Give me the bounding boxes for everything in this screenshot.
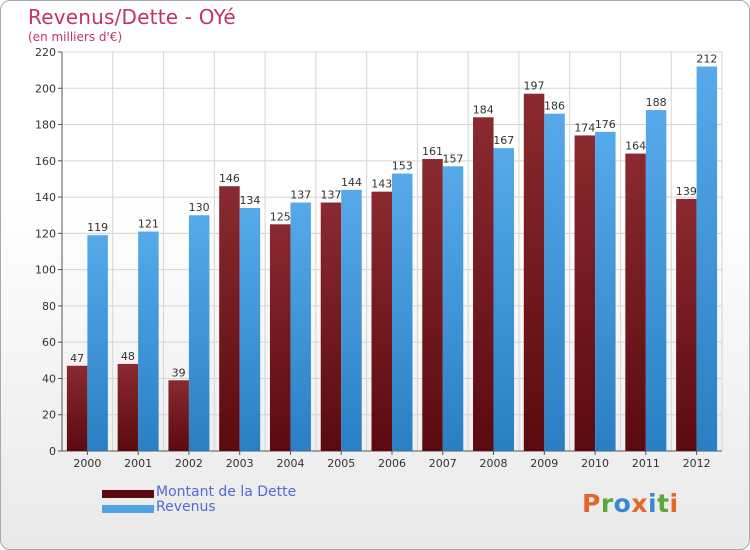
- legend-swatch-revenus: [102, 505, 154, 513]
- x-tick-label: 2012: [683, 457, 711, 470]
- x-tick-label: 2011: [632, 457, 660, 470]
- logo-letter: x: [631, 489, 648, 518]
- value-label: 174: [574, 121, 595, 134]
- y-tick-label: 100: [35, 264, 56, 277]
- value-label: 119: [87, 221, 108, 234]
- value-label: 144: [341, 176, 362, 189]
- chart-subtitle: (en milliers d'€): [28, 30, 123, 44]
- y-tick-label: 60: [42, 336, 56, 349]
- value-label: 197: [524, 80, 545, 93]
- value-label: 121: [138, 218, 159, 231]
- bar-revenus: [138, 231, 159, 451]
- value-label: 176: [595, 118, 616, 131]
- value-label: 137: [290, 189, 311, 202]
- bar-dette: [269, 224, 291, 451]
- logo-letter: t: [657, 489, 670, 518]
- logo-letter: i: [669, 489, 679, 518]
- value-label: 139: [676, 185, 697, 198]
- x-tick-label: 2006: [378, 457, 406, 470]
- bar-revenus: [239, 207, 261, 451]
- bar-dette: [574, 135, 596, 451]
- value-label: 125: [270, 210, 291, 223]
- x-tick-label: 2005: [327, 457, 355, 470]
- y-tick-label: 200: [35, 82, 56, 95]
- value-label: 167: [493, 134, 514, 147]
- x-tick-label: 2007: [429, 457, 457, 470]
- value-label: 146: [219, 172, 240, 185]
- y-tick-label: 160: [35, 155, 56, 168]
- y-tick-label: 140: [35, 191, 56, 204]
- value-label: 134: [239, 194, 260, 207]
- y-tick-label: 20: [42, 409, 56, 422]
- bar-dette: [676, 198, 697, 451]
- x-tick-label: 2009: [530, 457, 558, 470]
- bar-revenus: [493, 148, 515, 451]
- y-tick-label: 120: [35, 227, 56, 240]
- axis-layer: 0 20 40 60 80 100 120 140 160 180 200 220 2000 2001 20…: [35, 46, 722, 470]
- x-tick-label: 2010: [581, 457, 609, 470]
- y-tick-label: 0: [49, 445, 56, 458]
- x-tick-label: 2000: [73, 457, 101, 470]
- legend-label-dette: Montant de la Dette: [156, 484, 297, 500]
- bar-revenus: [341, 189, 362, 451]
- value-label: 157: [443, 152, 464, 165]
- bar-dette: [168, 380, 189, 451]
- value-label: 39: [172, 366, 186, 379]
- value-label: 48: [121, 350, 135, 363]
- legend-label-revenus: Revenus: [156, 499, 216, 515]
- bar-dette: [320, 202, 342, 451]
- bar-revenus: [544, 113, 565, 451]
- legend-swatch-dette: [102, 490, 154, 498]
- x-tick-label: 2003: [226, 457, 254, 470]
- y-tick-label: 180: [35, 119, 56, 132]
- value-label: 161: [422, 145, 443, 158]
- logo-letter: P: [582, 489, 601, 518]
- x-tick-label: 2002: [175, 457, 203, 470]
- bar-revenus: [442, 166, 464, 451]
- value-label: 188: [646, 96, 667, 109]
- value-label: 184: [473, 103, 494, 116]
- bar-dette: [371, 191, 392, 451]
- bar-revenus: [392, 173, 413, 451]
- logo-letter: o: [613, 489, 632, 518]
- value-label: 137: [320, 189, 341, 202]
- bar-layer: [66, 66, 718, 452]
- bar-dette: [625, 153, 646, 451]
- bar-revenus: [696, 66, 718, 451]
- bar-revenus: [290, 202, 311, 451]
- value-label: 186: [544, 100, 565, 113]
- bar-dette: [219, 186, 240, 451]
- x-tick-label: 2008: [480, 457, 508, 470]
- x-tick-label: 2004: [276, 457, 304, 470]
- value-label: 153: [392, 160, 413, 173]
- x-tick-label: 2001: [124, 457, 152, 470]
- value-label: 143: [371, 178, 392, 191]
- logo-letter: r: [600, 489, 614, 518]
- y-tick-label: 220: [35, 46, 56, 59]
- bar-revenus: [188, 215, 210, 451]
- y-tick-label: 40: [42, 372, 56, 385]
- logo-letter: i: [648, 489, 658, 518]
- chart-title: Revenus/Dette - OYé: [28, 5, 236, 29]
- bar-revenus: [595, 131, 616, 452]
- bar-dette: [523, 93, 545, 452]
- bar-revenus: [87, 235, 108, 451]
- bar-dette: [117, 363, 139, 451]
- value-label: 212: [696, 53, 717, 66]
- value-label: 164: [625, 140, 646, 153]
- proxiti-logo: Proxiti: [582, 489, 679, 518]
- bar-revenus: [645, 110, 667, 451]
- bar-dette: [66, 365, 88, 451]
- value-label: 130: [189, 201, 210, 214]
- y-tick-label: 80: [42, 300, 56, 313]
- value-label: 47: [70, 352, 84, 365]
- bar-dette: [473, 117, 494, 452]
- bar-dette: [422, 159, 443, 451]
